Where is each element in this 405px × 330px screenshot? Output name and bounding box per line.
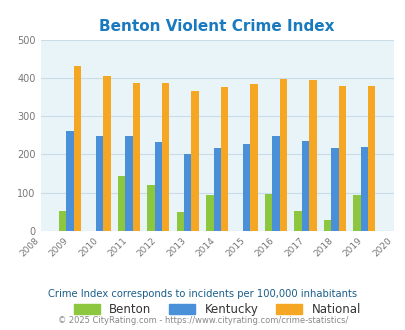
Bar — [338, 86, 345, 231]
Bar — [162, 83, 169, 231]
Bar — [352, 195, 360, 231]
Bar — [294, 211, 301, 231]
Bar — [132, 83, 140, 231]
Bar — [74, 66, 81, 231]
Bar — [330, 148, 338, 231]
Bar — [213, 148, 220, 231]
Bar — [250, 84, 257, 231]
Bar — [360, 147, 367, 231]
Bar — [96, 136, 103, 231]
Bar — [117, 176, 125, 231]
Bar — [301, 141, 309, 231]
Bar — [309, 80, 316, 231]
Bar — [66, 131, 74, 231]
Bar — [191, 91, 198, 231]
Bar — [59, 211, 66, 231]
Text: Crime Index corresponds to incidents per 100,000 inhabitants: Crime Index corresponds to incidents per… — [48, 289, 357, 299]
Bar — [206, 195, 213, 231]
Bar — [279, 79, 286, 231]
Bar — [264, 194, 272, 231]
Bar — [220, 87, 228, 231]
Bar — [125, 136, 132, 231]
Bar — [176, 212, 183, 231]
Legend: Benton, Kentucky, National: Benton, Kentucky, National — [69, 298, 364, 321]
Bar — [367, 86, 375, 231]
Bar — [183, 154, 191, 231]
Bar — [272, 136, 279, 231]
Bar — [242, 144, 250, 231]
Text: © 2025 CityRating.com - https://www.cityrating.com/crime-statistics/: © 2025 CityRating.com - https://www.city… — [58, 315, 347, 325]
Bar — [323, 220, 330, 231]
Bar — [147, 185, 154, 231]
Title: Benton Violent Crime Index: Benton Violent Crime Index — [99, 19, 334, 34]
Bar — [154, 142, 162, 231]
Bar — [103, 76, 110, 231]
